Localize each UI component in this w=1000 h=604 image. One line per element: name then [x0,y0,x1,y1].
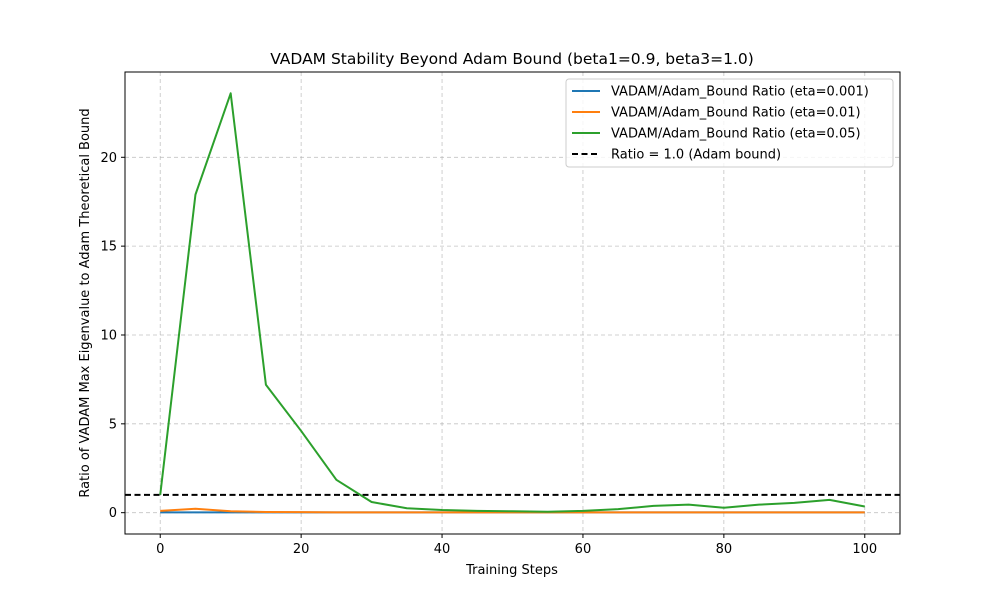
x-axis-label: Training Steps [465,563,558,578]
y-tick-label: 10 [100,328,117,343]
x-tick-label: 80 [716,542,733,557]
y-tick-label: 0 [109,506,117,521]
legend: VADAM/Adam_Bound Ratio (eta=0.001) VADAM/… [565,78,894,168]
x-tick-label: 60 [575,542,592,557]
x-tick-label: 0 [156,542,164,557]
plot-frame [124,71,901,535]
legend-entry-label: VADAM/Adam_Bound Ratio (eta=0.001) [611,85,869,100]
x-tick-label: 20 [293,542,310,557]
y-axis-ticks: 0 5 10 15 20 [100,151,125,521]
legend-entry-label: Ratio = 1.0 (Adam bound) [611,148,781,163]
y-tick-label: 20 [100,151,117,166]
y-axis-label: Ratio of VADAM Max Eigenvalue to Adam Th… [78,108,93,497]
x-tick-label: 40 [434,542,451,557]
legend-entry-label: VADAM/Adam_Bound Ratio (eta=0.01) [611,106,861,121]
chart-title: VADAM Stability Beyond Adam Bound (beta1… [270,50,754,68]
series-lines [159,92,865,514]
y-tick-label: 5 [109,417,117,432]
series-line-2 [159,92,865,513]
legend-entry-label: VADAM/Adam_Bound Ratio (eta=0.05) [611,127,861,142]
series-line-1 [160,507,865,514]
x-axis-ticks: 0 20 40 60 80 100 [156,534,877,557]
x-tick-label: 100 [852,542,877,557]
y-tick-label: 15 [100,240,117,255]
legend-items: VADAM/Adam_Bound Ratio (eta=0.001) VADAM/… [572,85,869,163]
legend-box [565,78,894,168]
